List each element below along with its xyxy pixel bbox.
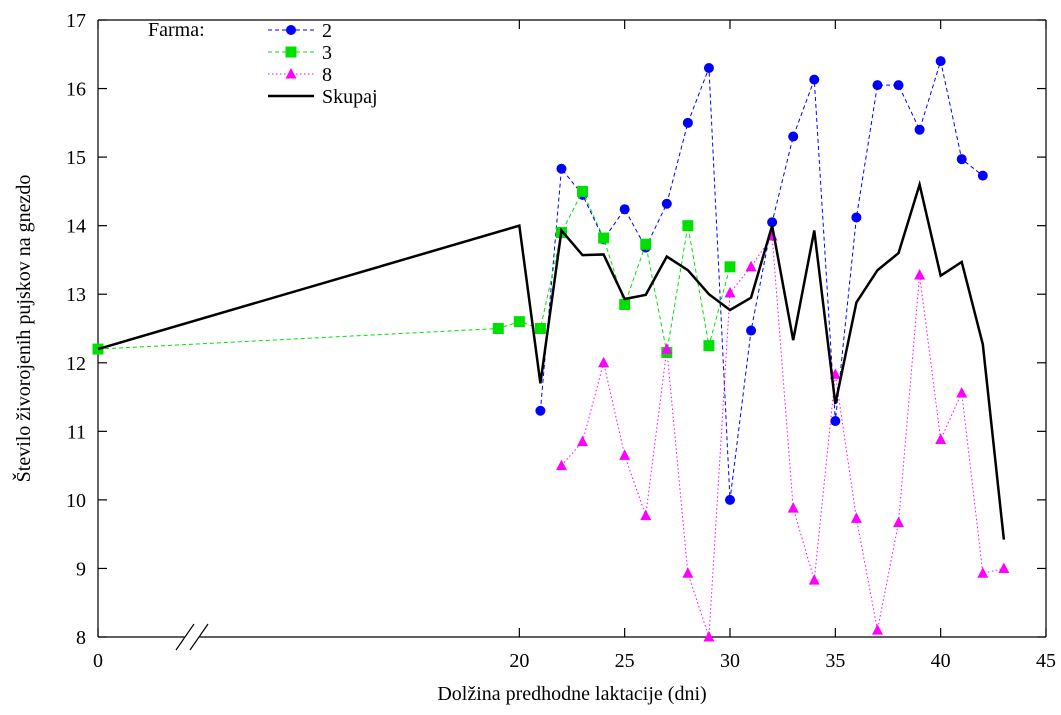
data-point <box>956 386 968 398</box>
data-point <box>872 80 883 91</box>
data-point <box>850 512 862 523</box>
data-point <box>977 170 988 181</box>
data-point <box>977 567 989 578</box>
data-point <box>640 509 652 521</box>
series-3 <box>92 185 736 358</box>
series-line <box>97 190 731 353</box>
data-point <box>724 261 736 273</box>
data-point <box>682 117 693 128</box>
x-tick-label: 45 <box>1036 650 1056 672</box>
legend-item: Skupaj <box>268 86 378 108</box>
data-point <box>682 220 694 232</box>
y-tick-label: 11 <box>67 421 86 443</box>
x-tick-label: 20 <box>509 650 529 672</box>
x-axis-label: Dolžina predhodne laktacije (dni) <box>437 683 706 705</box>
data-point <box>513 316 525 328</box>
y-tick-label: 15 <box>66 147 86 169</box>
y-tick-label: 9 <box>76 558 86 580</box>
legend-item: 2 <box>268 20 332 42</box>
legend-title: Farma: <box>148 19 205 41</box>
y-axis-label: Število živorojenih pujskov na gnezdo <box>11 175 35 483</box>
data-point <box>914 124 925 135</box>
data-point <box>935 433 947 445</box>
data-point <box>725 494 735 505</box>
data-point <box>998 562 1010 573</box>
legend-marker <box>286 25 296 35</box>
data-point <box>745 260 757 272</box>
data-point <box>619 449 631 460</box>
data-point <box>893 80 904 91</box>
y-tick-label: 8 <box>76 627 86 649</box>
data-point <box>893 516 905 528</box>
data-point <box>661 343 673 354</box>
data-point <box>809 74 820 85</box>
y-tick-label: 13 <box>66 284 86 306</box>
legend-marker <box>285 46 297 58</box>
series-line <box>539 59 984 500</box>
data-point <box>577 185 589 197</box>
data-point <box>830 416 841 427</box>
data-point <box>640 238 652 250</box>
x-tick-label: 0 <box>93 650 103 672</box>
axis-break-mark <box>175 623 195 651</box>
y-tick-label: 12 <box>66 353 86 375</box>
data-point <box>682 567 694 578</box>
data-point <box>787 502 799 513</box>
series-skupaj <box>97 179 1006 540</box>
data-point <box>724 286 736 298</box>
series-layer <box>92 56 1010 642</box>
data-point <box>598 356 610 368</box>
legend-item: 3 <box>268 42 332 64</box>
data-point <box>914 269 926 280</box>
legend-marker <box>285 68 297 79</box>
data-point <box>556 163 567 174</box>
y-tick-label: 10 <box>66 490 86 512</box>
data-point <box>577 435 589 447</box>
data-point <box>871 624 883 635</box>
data-point <box>619 204 630 215</box>
legend-label: 8 <box>322 64 332 86</box>
y-tick-label: 17 <box>66 10 86 32</box>
data-point <box>703 631 715 642</box>
data-point <box>746 325 757 336</box>
y-tick-label: 14 <box>66 216 86 238</box>
data-point <box>808 574 820 585</box>
axis-break-mark <box>189 623 209 651</box>
data-point <box>703 62 714 73</box>
legend-label: 2 <box>322 20 332 42</box>
series-line <box>97 179 1006 540</box>
data-point <box>492 323 504 334</box>
legend-label: Skupaj <box>322 86 378 108</box>
data-point <box>703 340 715 352</box>
data-point <box>555 459 567 471</box>
data-point <box>619 299 631 311</box>
x-tick-label: 30 <box>720 650 740 672</box>
axes: 0 20 25 30 35 40 45 8 9 10 11 12 13 14 15 16 17 <box>66 10 1056 672</box>
data-point <box>788 131 799 142</box>
series-8 <box>555 229 1010 642</box>
x-tick-label: 40 <box>931 650 951 672</box>
data-point <box>956 154 967 165</box>
data-point <box>534 323 546 334</box>
x-tick-label: 25 <box>615 650 635 672</box>
data-point <box>935 56 946 67</box>
data-point <box>535 405 546 416</box>
series-2 <box>535 56 988 505</box>
data-point <box>661 198 672 209</box>
legend-item: 8 <box>268 64 332 86</box>
data-point <box>851 212 862 223</box>
x-tick-label: 35 <box>825 650 845 672</box>
legend-label: 3 <box>322 42 332 64</box>
data-point <box>767 217 778 228</box>
data-point <box>598 232 610 244</box>
y-tick-label: 16 <box>66 79 86 101</box>
series-line <box>561 234 1004 638</box>
